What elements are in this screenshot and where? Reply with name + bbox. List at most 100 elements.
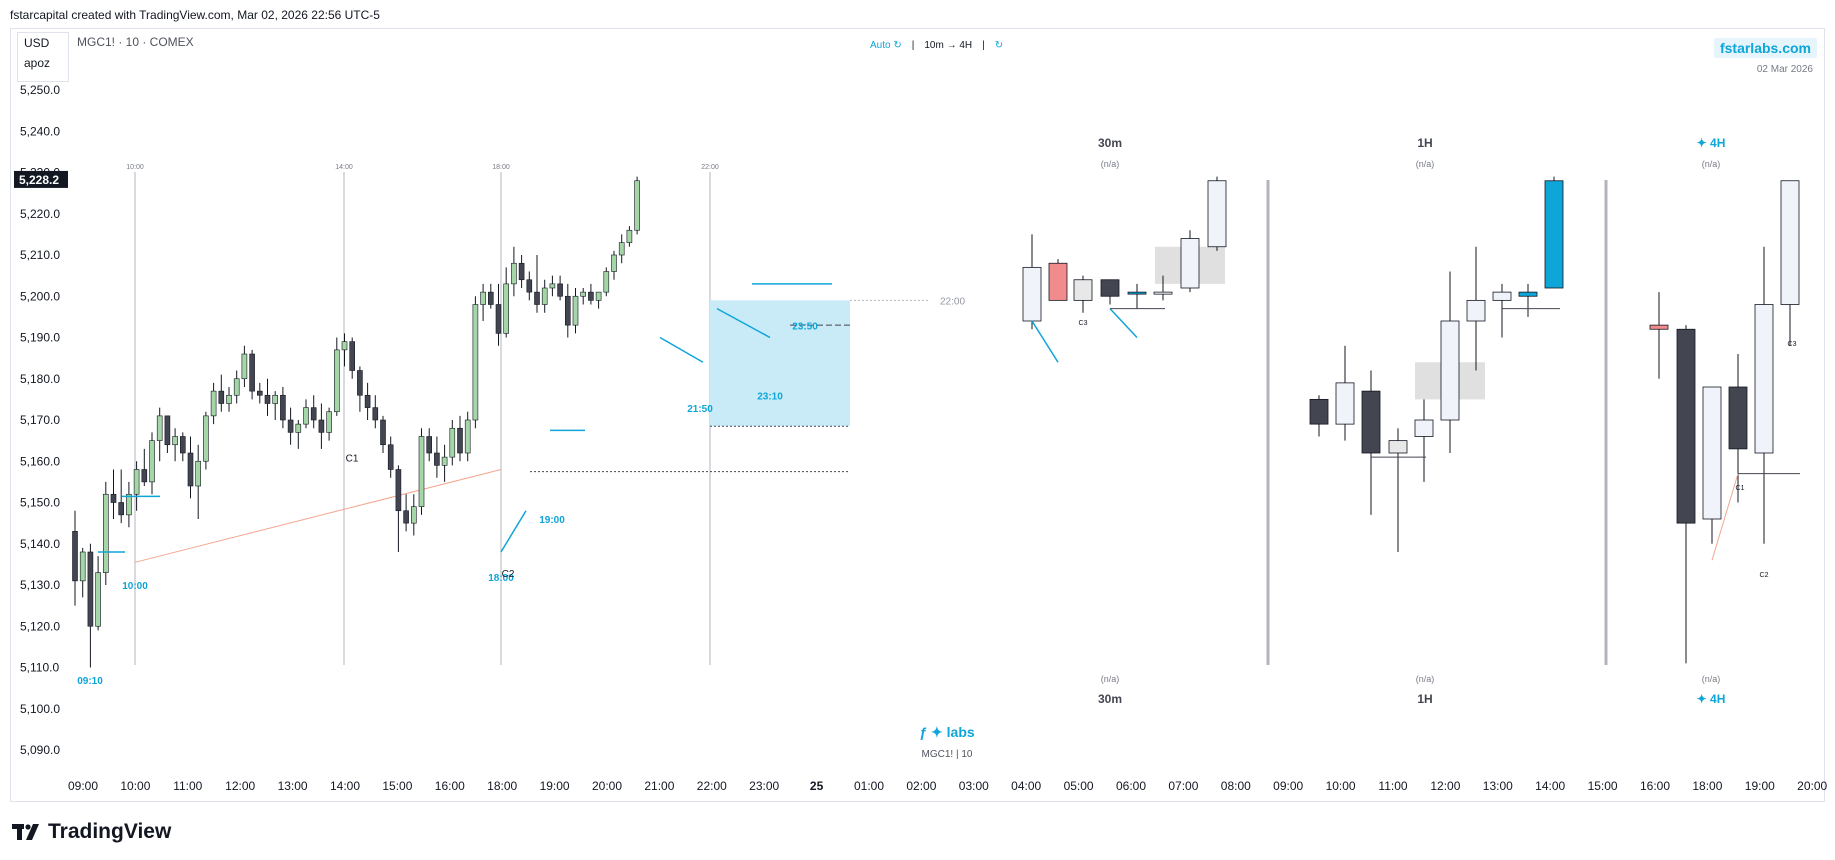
candle-body xyxy=(110,493,117,503)
candle-body xyxy=(210,390,217,417)
time-tick-label: 22:00 xyxy=(697,779,727,793)
chart-title: fstarcapital created with TradingView.co… xyxy=(10,8,380,22)
price-tick-label: 5,180.0 xyxy=(20,372,60,386)
candle-body xyxy=(126,493,132,516)
candle-body xyxy=(572,295,579,326)
htf-panel-label: 1H xyxy=(1417,136,1432,150)
session-line-label: 22:00 xyxy=(701,164,719,171)
tradingview-logo[interactable]: TradingView xyxy=(12,820,171,844)
candle-body xyxy=(326,411,332,433)
candle-body xyxy=(95,572,101,627)
htf-annotation: C3 xyxy=(1079,320,1088,327)
tradingview-logo-icon xyxy=(12,824,39,840)
candle-body xyxy=(133,469,140,495)
htf-candle-body xyxy=(1335,382,1355,425)
time-tick-label: 13:00 xyxy=(278,779,308,793)
candle-body xyxy=(295,423,302,433)
toolbar-sep: | xyxy=(982,40,985,51)
htf-candle-body xyxy=(1440,320,1460,421)
time-tick-label: 12:00 xyxy=(1430,779,1460,793)
brand-date: 02 Mar 2026 xyxy=(1756,64,1813,75)
candle-body xyxy=(287,419,294,433)
candle-body xyxy=(618,242,625,256)
footer-brand: ƒ ✦ labs xyxy=(919,724,975,740)
htf-candle-body xyxy=(1361,390,1381,454)
time-tick-label: 02:00 xyxy=(906,779,936,793)
price-tick-label: 5,160.0 xyxy=(20,454,60,468)
last-price-label: 5,228.2 xyxy=(19,173,59,187)
price-tick-label: 5,200.0 xyxy=(20,289,60,303)
time-tick-label: 20:00 xyxy=(1797,779,1827,793)
price-tick-label: 5,170.0 xyxy=(20,413,60,427)
price-tick-label: 5,100.0 xyxy=(20,702,60,716)
candle-body xyxy=(449,427,456,458)
candle-body xyxy=(180,436,186,454)
htf-candle-body xyxy=(1180,238,1200,289)
time-tick-label: 19:00 xyxy=(1745,779,1775,793)
time-tick-label: 08:00 xyxy=(1221,779,1251,793)
candle-body xyxy=(503,283,510,334)
candle-body xyxy=(511,262,517,285)
candle-body xyxy=(480,291,486,305)
candle-body xyxy=(249,353,255,392)
account-label[interactable]: apoz xyxy=(24,56,51,70)
candle-body xyxy=(603,271,610,293)
candle-body xyxy=(457,427,463,454)
candle-body xyxy=(588,291,594,301)
brand-badge[interactable]: fstarlabs.com xyxy=(1713,38,1817,58)
candle-body xyxy=(280,394,286,421)
swing-line xyxy=(1031,320,1059,363)
session-line-label: 10:00 xyxy=(126,164,144,171)
htf-candle-body xyxy=(1048,262,1068,301)
htf-panel-na: (n/a) xyxy=(1702,159,1721,169)
chart-frame[interactable] xyxy=(10,28,1825,802)
candle-body xyxy=(534,291,540,305)
timeframe-range[interactable]: 10m → 4H xyxy=(924,40,973,51)
candle-body xyxy=(434,452,440,466)
time-tick-label: 14:00 xyxy=(1535,779,1565,793)
htf-panel-na: (n/a) xyxy=(1101,159,1120,169)
price-tick-label: 5,250.0 xyxy=(20,83,60,97)
price-tick-label: 5,140.0 xyxy=(20,537,60,551)
currency-label[interactable]: USD xyxy=(24,36,50,50)
htf-annotation: C3 xyxy=(1788,341,1797,348)
time-tick-label: 09:00 xyxy=(1273,779,1303,793)
candle-body xyxy=(72,531,78,582)
time-tick-label: 18:00 xyxy=(487,779,517,793)
time-tick-label: 23:00 xyxy=(749,779,779,793)
auto-button[interactable]: Auto ↻ xyxy=(870,40,902,51)
htf-candle-body xyxy=(1649,324,1669,330)
candle-body xyxy=(395,469,402,512)
legend-box[interactable]: USD apoz xyxy=(17,32,69,82)
htf-candle-body xyxy=(1100,279,1120,297)
htf-candle-body xyxy=(1492,291,1512,301)
price-tick-label: 5,120.0 xyxy=(20,619,60,633)
htf-candle-body xyxy=(1518,291,1538,297)
candle-body xyxy=(164,415,171,446)
candle-body xyxy=(264,394,271,404)
tradingview-logo-text: TradingView xyxy=(48,820,172,843)
candle-body xyxy=(318,419,325,433)
swing-line xyxy=(1109,308,1138,339)
candle-body xyxy=(518,262,525,281)
refresh-icon[interactable]: ↻ xyxy=(994,40,1004,51)
candle-body xyxy=(626,229,633,243)
candle-body xyxy=(341,341,348,351)
price-tick-label: 5,130.0 xyxy=(20,578,60,592)
candle-body xyxy=(372,407,379,421)
htf-annotation: C2 xyxy=(1760,572,1769,579)
candle-body xyxy=(87,551,94,627)
footer-brand-sub: MGC1! | 10 xyxy=(922,749,973,760)
htf-candle-body xyxy=(1466,299,1486,322)
candle-body xyxy=(564,295,571,326)
timeframe-toolbar: Auto ↻ | 10m → 4H | ↻ xyxy=(870,40,1003,51)
time-tick-label: 19:00 xyxy=(540,779,570,793)
htf-candle-body xyxy=(1127,291,1147,295)
trend-line xyxy=(1711,473,1739,561)
candle-body xyxy=(141,469,148,483)
htf-panel-na: (n/a) xyxy=(1101,674,1120,684)
last-price-badge xyxy=(14,170,68,188)
time-tick-label: 07:00 xyxy=(1168,779,1198,793)
trend-line xyxy=(134,469,502,563)
